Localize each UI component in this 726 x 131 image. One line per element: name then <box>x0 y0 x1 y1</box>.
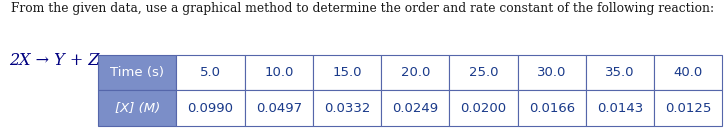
Text: 0.0200: 0.0200 <box>460 102 507 115</box>
Text: 20.0: 20.0 <box>401 66 430 79</box>
Text: 5.0: 5.0 <box>200 66 221 79</box>
Text: 10.0: 10.0 <box>264 66 293 79</box>
Text: 0.0125: 0.0125 <box>665 102 711 115</box>
Text: 35.0: 35.0 <box>605 66 635 79</box>
Text: 0.0166: 0.0166 <box>529 102 575 115</box>
Text: 0.0143: 0.0143 <box>597 102 643 115</box>
Text: Time (s): Time (s) <box>110 66 164 79</box>
Text: 15.0: 15.0 <box>333 66 362 79</box>
Text: 0.0990: 0.0990 <box>187 102 234 115</box>
Text: From the given data, use a graphical method to determine the order and rate cons: From the given data, use a graphical met… <box>12 2 714 15</box>
Text: 0.0497: 0.0497 <box>256 102 302 115</box>
Text: 40.0: 40.0 <box>674 66 703 79</box>
Text: 2X → Y + Z: 2X → Y + Z <box>9 52 99 69</box>
Text: 0.0332: 0.0332 <box>324 102 370 115</box>
Text: 0.0249: 0.0249 <box>392 102 439 115</box>
Text: [X] (M): [X] (M) <box>115 102 160 115</box>
Text: 30.0: 30.0 <box>537 66 566 79</box>
Text: 25.0: 25.0 <box>469 66 498 79</box>
